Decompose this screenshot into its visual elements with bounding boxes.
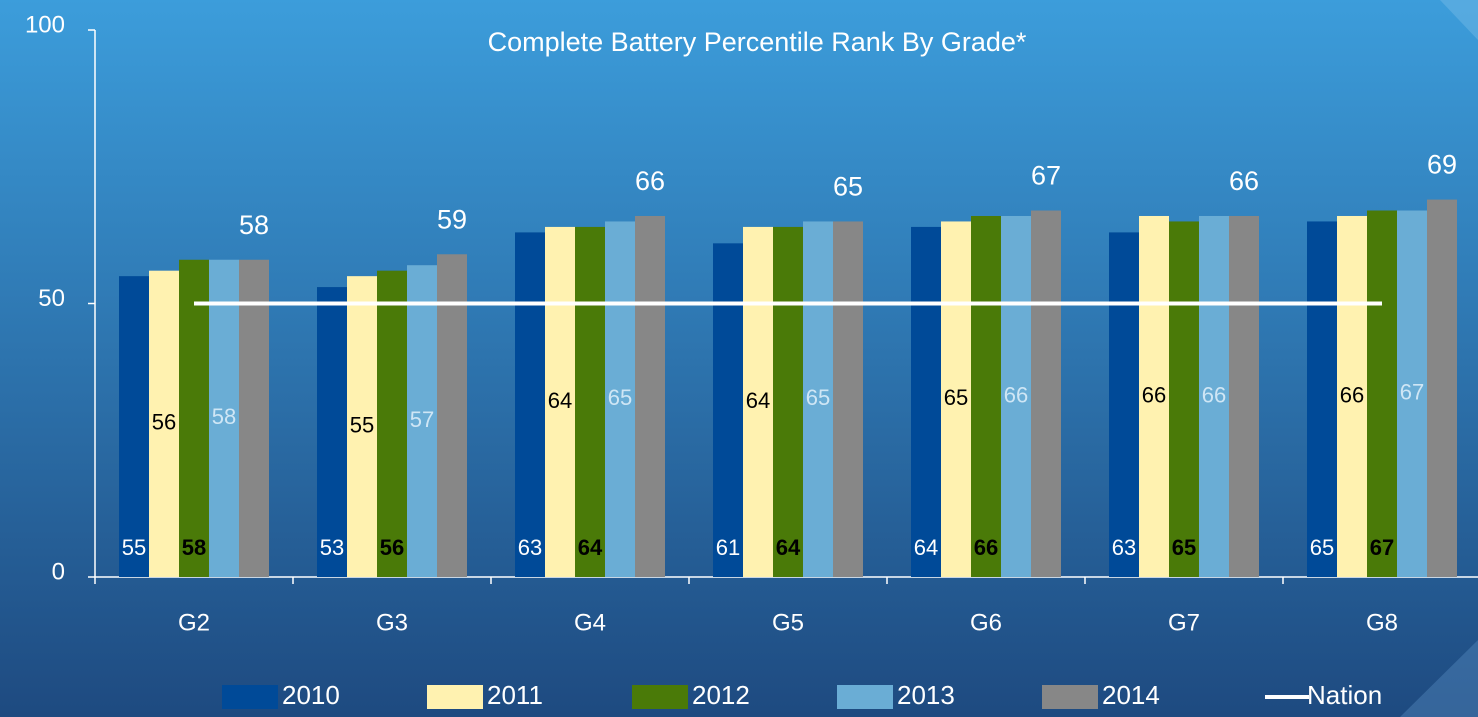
data-label: 58 xyxy=(212,404,236,429)
legend-label: 2010 xyxy=(282,680,340,710)
bar xyxy=(773,226,803,578)
bar xyxy=(407,265,437,577)
data-label: 65 xyxy=(608,385,632,410)
bar xyxy=(1199,215,1229,578)
bar xyxy=(713,243,743,577)
bar xyxy=(209,259,239,577)
bar xyxy=(911,226,941,578)
legend-swatch xyxy=(632,685,688,709)
data-label: 63 xyxy=(1112,535,1136,560)
data-label: 56 xyxy=(380,535,404,560)
legend-swatch xyxy=(427,685,483,709)
data-label: 65 xyxy=(833,172,863,202)
data-label: 69 xyxy=(1427,150,1457,180)
legend-swatch xyxy=(837,685,893,709)
bar xyxy=(179,259,209,577)
x-tick-label: G6 xyxy=(970,609,1002,636)
data-label: 64 xyxy=(548,388,572,413)
bar xyxy=(941,221,971,577)
bar xyxy=(971,215,1001,578)
data-label: 61 xyxy=(716,535,740,560)
data-label: 55 xyxy=(350,412,374,437)
data-label: 65 xyxy=(806,385,830,410)
bar xyxy=(1307,221,1337,577)
bar xyxy=(1169,221,1199,577)
data-label: 66 xyxy=(1229,166,1259,196)
data-label: 63 xyxy=(518,535,542,560)
corner-decoration xyxy=(1440,0,1478,40)
data-label: 64 xyxy=(776,535,801,560)
data-label: 66 xyxy=(635,166,665,196)
x-tick-label: G5 xyxy=(772,609,804,636)
y-tick-label: 50 xyxy=(38,285,65,312)
legend-swatch xyxy=(1042,685,1098,709)
data-label: 66 xyxy=(1004,382,1028,407)
legend-label: Nation xyxy=(1307,680,1382,710)
y-tick-label: 100 xyxy=(25,11,65,38)
data-label: 56 xyxy=(152,410,176,435)
data-label: 67 xyxy=(1031,161,1061,191)
data-label: 65 xyxy=(1310,535,1334,560)
data-label: 67 xyxy=(1400,380,1424,405)
data-label: 65 xyxy=(1172,535,1196,560)
bar xyxy=(605,221,635,577)
bar xyxy=(149,270,179,577)
data-label: 59 xyxy=(437,204,467,234)
data-label: 58 xyxy=(182,535,206,560)
data-label: 53 xyxy=(320,535,344,560)
x-tick-label: G4 xyxy=(574,609,606,636)
bar xyxy=(635,215,665,578)
bar xyxy=(119,276,149,577)
bar xyxy=(1109,232,1139,577)
bar xyxy=(317,287,347,577)
chart-title: Complete Battery Percentile Rank By Grad… xyxy=(488,27,1027,57)
bar xyxy=(1229,215,1259,578)
data-label: 65 xyxy=(944,385,968,410)
legend-label: 2014 xyxy=(1102,680,1160,710)
y-tick-label: 0 xyxy=(52,558,65,585)
data-label: 66 xyxy=(1340,382,1364,407)
x-tick-label: G8 xyxy=(1366,609,1398,636)
x-tick-label: G2 xyxy=(178,609,210,636)
data-label: 55 xyxy=(122,535,146,560)
bar xyxy=(437,254,467,577)
bar xyxy=(239,259,269,577)
bar xyxy=(347,276,377,577)
x-tick-label: G7 xyxy=(1168,609,1200,636)
data-label: 64 xyxy=(578,535,603,560)
data-label: 58 xyxy=(239,210,269,240)
bar xyxy=(1031,210,1061,577)
bar xyxy=(803,221,833,577)
bar xyxy=(743,226,773,578)
bar xyxy=(1397,210,1427,577)
bar xyxy=(545,226,575,578)
data-label: 64 xyxy=(914,535,938,560)
data-label: 67 xyxy=(1370,535,1394,560)
legend-label: 2011 xyxy=(487,680,543,710)
corner-decoration xyxy=(1400,640,1478,717)
data-label: 64 xyxy=(746,388,770,413)
data-label: 66 xyxy=(1202,382,1226,407)
data-label: 66 xyxy=(1142,382,1166,407)
x-tick-label: G3 xyxy=(376,609,408,636)
data-label: 57 xyxy=(410,407,434,432)
bar xyxy=(1001,215,1031,578)
bar xyxy=(1427,199,1457,577)
legend-label: 2013 xyxy=(897,680,955,710)
bar xyxy=(515,232,545,577)
bar xyxy=(575,226,605,578)
bar xyxy=(377,270,407,577)
bar xyxy=(1139,215,1169,578)
legend-label: 2012 xyxy=(692,680,750,710)
bar xyxy=(1337,215,1367,578)
bar xyxy=(1367,210,1397,577)
bar xyxy=(833,221,863,577)
data-label: 66 xyxy=(974,535,998,560)
legend-swatch xyxy=(222,685,278,709)
